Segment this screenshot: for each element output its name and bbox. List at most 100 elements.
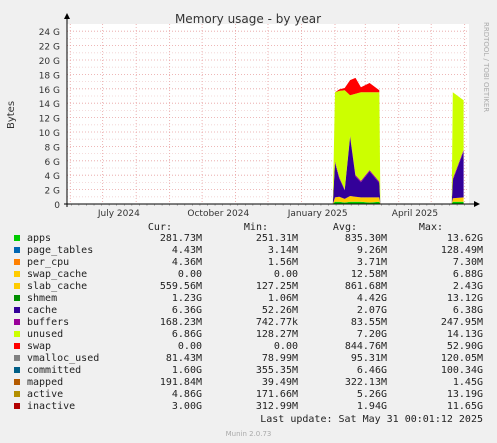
legend-value-avg: 6.46G (356, 365, 387, 376)
x-axis-ticks: July 2024 October 2024 January 2025 April 2… (97, 209, 438, 219)
legend-label: unused (27, 329, 64, 340)
y-axis-label: Bytes (6, 101, 17, 129)
rrdtool-watermark: RRDTOOL / TOBI OETIKER (482, 22, 490, 112)
grid (67, 24, 469, 206)
legend-value-min: 0.00 (273, 269, 298, 280)
legend-value-min: 1.56M (267, 257, 298, 268)
x-tick-label: October 2024 (187, 209, 249, 219)
legend-col-header: Avg: (332, 222, 357, 233)
legend-value-avg: 4.42G (356, 293, 387, 304)
legend-value-max: 13.19G (446, 389, 483, 400)
legend-swatch (14, 271, 20, 277)
legend-swatch (14, 343, 20, 349)
legend-swatch (14, 379, 20, 385)
legend-value-avg: 844.76M (344, 341, 387, 352)
y-tick-label: 2 G (44, 187, 60, 197)
legend-value-min: 39.49M (261, 377, 298, 388)
legend-value-min: 52.26M (261, 305, 298, 316)
legend-swatch (14, 331, 20, 337)
y-axis-ticks: 0 2 G 4 G 6 G 8 G 10 G 12 G 14 G 16 G 18 G 20 G 22 … (39, 28, 61, 211)
legend-value-avg: 861.68M (344, 281, 387, 292)
legend-row: swap 0.00 0.00 844.76M 52.90G (0, 341, 497, 353)
legend-value-max: 247.95M (440, 317, 483, 328)
legend-value-avg: 95.31M (350, 353, 387, 364)
legend-value-min: 78.99M (261, 353, 298, 364)
legend-value-max: 13.62G (446, 233, 483, 244)
legend-label: swap (27, 341, 52, 352)
legend-value-min: 128.27M (255, 329, 298, 340)
legend-row: buffers 168.23M 742.77k 83.55M 247.95M (0, 317, 497, 329)
legend-value-max: 52.90G (446, 341, 483, 352)
legend-row: active 4.86G 171.66M 5.26G 13.19G (0, 389, 497, 401)
legend-row: per_cpu 4.36M 1.56M 3.71M 7.30M (0, 257, 497, 269)
last-update: Last update: Sat May 31 00:01:12 2025 (260, 414, 483, 425)
legend-value-max: 6.38G (452, 305, 483, 316)
legend-row: slab_cache 559.56M 127.25M 861.68M 2.43G (0, 281, 497, 293)
x-tick-label: January 2025 (287, 209, 348, 219)
area-apps (67, 201, 464, 204)
legend-swatch (14, 235, 20, 241)
legend-value-min: 0.00 (273, 341, 298, 352)
legend-value-cur: 0.00 (177, 341, 202, 352)
y-tick-label: 24 G (39, 28, 60, 38)
legend-value-max: 7.30M (452, 257, 483, 268)
legend-value-max: 120.05M (440, 353, 483, 364)
legend-value-min: 171.66M (255, 389, 298, 400)
y-axis-arrow-icon (64, 13, 70, 19)
legend-value-cur: 3.00G (171, 401, 202, 412)
legend-value-cur: 4.43M (171, 245, 202, 256)
legend-value-max: 6.88G (452, 269, 483, 280)
legend-value-avg: 12.58M (350, 269, 387, 280)
legend-swatch (14, 259, 20, 265)
legend-row: mapped 191.84M 39.49M 322.13M 1.45G (0, 377, 497, 389)
area-cache (67, 137, 464, 204)
legend-row: swap_cache 0.00 0.00 12.58M 6.88G (0, 269, 497, 281)
legend-value-cur: 559.56M (159, 281, 202, 292)
legend-col-header: Cur: (147, 222, 172, 233)
legend-value-cur: 81.43M (165, 353, 202, 364)
legend-value-min: 1.06M (267, 293, 298, 304)
area-unused (67, 90, 464, 204)
legend-swatch (14, 295, 20, 301)
legend-value-avg: 835.30M (344, 233, 387, 244)
legend-row: vmalloc_used 81.43M 78.99M 95.31M 120.05M (0, 353, 497, 365)
memory-chart: 0 2 G 4 G 6 G 8 G 10 G 12 G 14 G 16 G 18 G 20 G 22 … (6, 12, 490, 219)
legend-label: cache (27, 305, 58, 316)
y-tick-label: 16 G (39, 86, 60, 96)
legend-swatch (14, 403, 20, 409)
legend-value-cur: 4.36M (171, 257, 202, 268)
y-tick-label: 4 G (44, 172, 60, 182)
legend-value-cur: 6.86G (171, 329, 202, 340)
legend-value-cur: 1.60G (171, 365, 202, 376)
legend-label: committed (27, 365, 82, 376)
legend-label: shmem (27, 293, 58, 304)
y-tick-label: 8 G (44, 143, 60, 153)
y-tick-label: 6 G (44, 158, 60, 168)
legend-value-min: 251.31M (255, 233, 298, 244)
legend-value-max: 128.49M (440, 245, 483, 256)
legend-value-cur: 281.73M (159, 233, 202, 244)
chart-title: Memory usage - by year (175, 12, 321, 26)
legend-row: committed 1.60G 355.35M 6.46G 100.34G (0, 365, 497, 377)
legend-swatch (14, 391, 20, 397)
legend-swatch (14, 247, 20, 253)
legend-value-max: 14.13G (446, 329, 483, 340)
legend-value-cur: 4.86G (171, 389, 202, 400)
legend-value-max: 11.65G (446, 401, 483, 412)
stacked-areas (67, 77, 464, 204)
legend-row: unused 6.86G 128.27M 7.20G 14.13G (0, 329, 497, 341)
legend-value-avg: 322.13M (344, 377, 387, 388)
legend-value-min: 312.99M (255, 401, 298, 412)
legend-row: cache 6.36G 52.26M 2.07G 6.38G (0, 305, 497, 317)
legend-value-avg: 2.07G (356, 305, 387, 316)
legend-label: per_cpu (27, 257, 70, 268)
y-tick-label: 0 (54, 201, 60, 211)
legend-value-avg: 1.94G (356, 401, 387, 412)
y-tick-label: 14 G (39, 100, 60, 110)
legend-label: vmalloc_used (27, 353, 100, 364)
y-tick-label: 10 G (39, 129, 60, 139)
x-tick-label: April 2025 (392, 209, 438, 219)
legend-value-min: 3.14M (267, 245, 298, 256)
legend-label: mapped (27, 377, 64, 388)
legend-value-cur: 191.84M (159, 377, 202, 388)
